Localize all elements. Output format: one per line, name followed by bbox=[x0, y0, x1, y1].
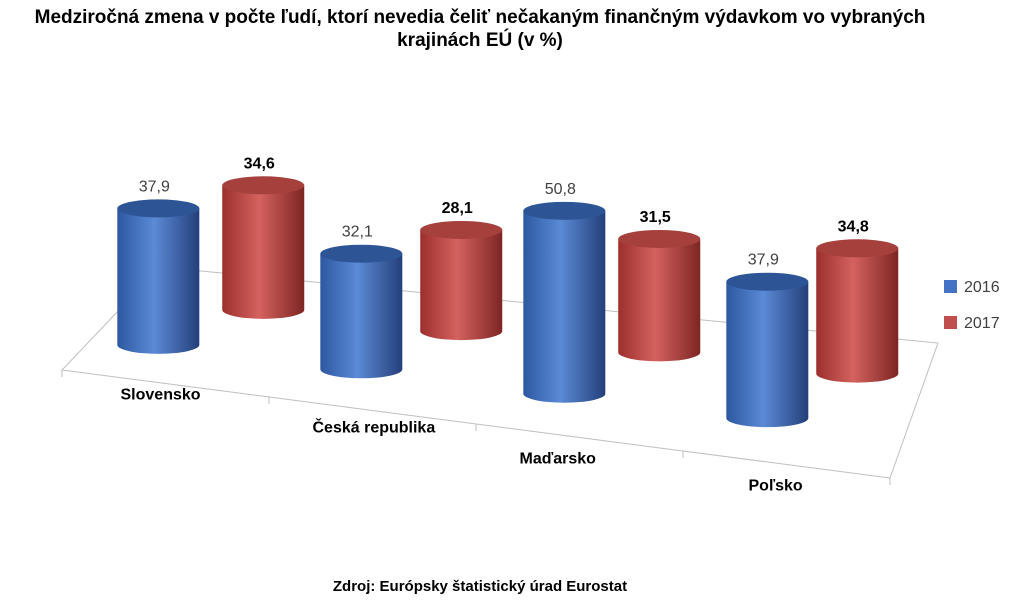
data-label: 31,5 bbox=[640, 209, 671, 226]
data-label: 50,8 bbox=[545, 181, 576, 198]
bar-2017-0 bbox=[222, 176, 305, 319]
data-label: 32,1 bbox=[342, 224, 373, 241]
data-label: 37,9 bbox=[748, 252, 779, 269]
bar-top bbox=[420, 220, 503, 239]
bar-2017-1 bbox=[420, 220, 503, 341]
legend-swatch bbox=[944, 316, 957, 329]
bar-body bbox=[320, 253, 403, 379]
legend-swatch bbox=[944, 280, 957, 293]
bar-body bbox=[420, 229, 503, 341]
legend-label: 2017 bbox=[964, 315, 1000, 332]
bar-body bbox=[523, 210, 606, 403]
x-axis-label: Česká republika bbox=[313, 418, 436, 437]
data-label: 34,8 bbox=[838, 218, 869, 235]
bar-body bbox=[222, 185, 305, 319]
bar-body bbox=[816, 248, 899, 383]
bar-2016-1 bbox=[320, 244, 403, 379]
bar-top bbox=[117, 199, 200, 218]
bar-2016-3 bbox=[726, 272, 809, 428]
chart-title: Medziročná zmena v počte ľudí, ktorí nev… bbox=[34, 7, 926, 51]
data-label: 37,9 bbox=[139, 178, 170, 195]
bar-body bbox=[618, 238, 701, 362]
x-axis-label: Slovensko bbox=[121, 387, 201, 404]
bar-top bbox=[222, 176, 305, 195]
bar-2016-2 bbox=[523, 201, 606, 403]
data-label: 34,6 bbox=[244, 155, 275, 172]
bar-2017-3 bbox=[816, 239, 899, 383]
bar-top bbox=[816, 239, 899, 258]
bar-top bbox=[320, 244, 403, 263]
x-axis-label: Maďarsko bbox=[520, 451, 597, 468]
bar-body bbox=[726, 281, 809, 428]
bar-top bbox=[726, 272, 809, 291]
legend-label: 2016 bbox=[964, 279, 1000, 296]
source-note: Zdroj: Európsky štatistický úrad Eurosta… bbox=[332, 578, 628, 595]
bar-2017-2 bbox=[618, 229, 701, 362]
bar-top bbox=[618, 229, 701, 248]
bar-body bbox=[117, 208, 200, 354]
bar-top bbox=[523, 201, 606, 220]
bar-2016-0 bbox=[117, 199, 200, 354]
data-label: 28,1 bbox=[442, 200, 473, 217]
x-axis-label: Poľsko bbox=[749, 478, 803, 495]
